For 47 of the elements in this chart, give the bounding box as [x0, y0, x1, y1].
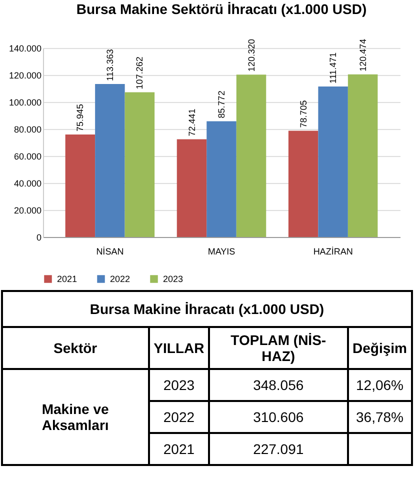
y-tick-label: 100.000: [8, 98, 42, 108]
data-label: 72.441: [186, 108, 197, 136]
bar: [65, 134, 96, 237]
data-label: 120.474: [358, 38, 368, 72]
y-tick-label: 20.000: [14, 206, 42, 216]
data-label: 85.772: [216, 90, 226, 118]
text: 348.056: [209, 369, 348, 401]
bar: [236, 74, 266, 237]
bar: [288, 130, 318, 237]
legend-label: 2022: [110, 274, 130, 284]
y-tick-label: 60.000: [14, 152, 42, 162]
text: Sektör: [2, 327, 149, 369]
y-tick-label: 80.000: [14, 124, 42, 134]
y-tick-label: 140.000: [8, 44, 42, 54]
data-label: 111.471: [328, 52, 338, 84]
text: 2021: [148, 433, 210, 465]
bar: [124, 92, 155, 237]
data-label: 78.705: [298, 100, 308, 128]
y-tick-label: 40.000: [14, 178, 42, 188]
text: 2023: [148, 369, 210, 401]
x-tick-label: NİSAN: [96, 246, 124, 256]
text: 12,06%: [348, 369, 412, 401]
legend-label: 2021: [57, 274, 78, 284]
text: 2022: [148, 401, 210, 433]
text: Değişim: [348, 327, 412, 369]
text: TOPLAM (NİS-HAZ): [209, 327, 348, 369]
y-tick-label: 120.000: [8, 70, 42, 80]
data-label: 75.945: [75, 104, 86, 132]
text: 36,78%: [348, 401, 412, 433]
data-label: 107.262: [134, 56, 145, 90]
x-tick-label: HAZİRAN: [313, 246, 353, 256]
text: 227.091: [209, 433, 348, 465]
text: YILLAR: [148, 327, 210, 369]
bar: [206, 121, 236, 237]
bar: [348, 74, 378, 237]
bar: [95, 84, 125, 237]
data-label: 113.363: [104, 49, 115, 81]
chart-title: Bursa Makine Sektörü İhracatı (x1.000 USD): [76, 0, 367, 17]
bar: [176, 139, 207, 237]
y-tick-label: 0: [36, 232, 42, 242]
legend-label: 2023: [163, 274, 184, 284]
text: Bursa Makine İhracatı (x1.000 USD): [2, 291, 412, 327]
text: Makine ve Aksamları: [2, 369, 149, 465]
text: 310.606: [209, 401, 348, 433]
bar: [318, 86, 348, 237]
data-label: 120.320: [246, 39, 256, 72]
x-tick-label: MAYIS: [208, 246, 236, 256]
